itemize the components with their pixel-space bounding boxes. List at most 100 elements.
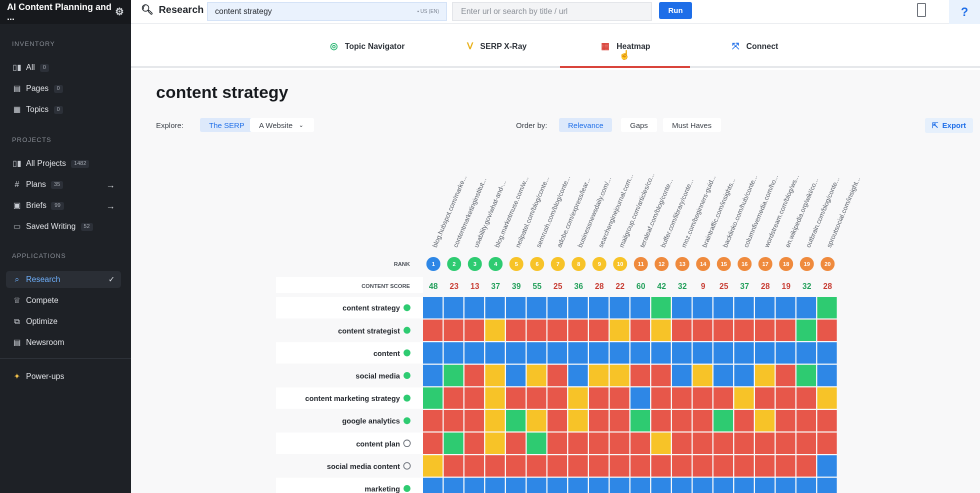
tab-serp-xray[interactable]: Ⅴ SERP X-Ray — [467, 36, 527, 56]
heatmap-cell[interactable] — [609, 477, 630, 493]
heatmap-cell[interactable] — [734, 319, 754, 341]
heatmap-cell[interactable] — [423, 342, 443, 364]
heatmap-cell[interactable] — [609, 455, 630, 477]
heatmap-cell[interactable] — [713, 432, 734, 454]
heatmap-cell[interactable] — [589, 387, 609, 409]
heatmap-cell[interactable] — [589, 432, 609, 454]
heatmap-cell[interactable] — [630, 364, 651, 387]
heatmap-cell[interactable] — [755, 342, 775, 364]
heatmap-cell[interactable] — [506, 455, 526, 477]
heatmap-cell[interactable] — [547, 342, 568, 364]
heatmap-cell[interactable] — [775, 387, 796, 409]
heatmap-cell[interactable] — [526, 387, 547, 409]
heatmap-cell[interactable] — [589, 342, 609, 364]
order-gaps-button[interactable]: Gaps — [621, 118, 657, 132]
heatmap-cell[interactable] — [796, 387, 817, 409]
heatmap-cell[interactable] — [651, 410, 671, 432]
heatmap-cell[interactable] — [443, 477, 464, 493]
heatmap-cell[interactable] — [423, 364, 443, 387]
tab-heatmap[interactable]: ▦ Heatmap — [601, 36, 650, 56]
heatmap-cell[interactable] — [464, 432, 485, 454]
heatmap-cell[interactable] — [568, 387, 588, 409]
heatmap-cell[interactable] — [672, 297, 692, 319]
keyword-value[interactable]: content strategy — [215, 7, 272, 16]
heatmap-cell[interactable] — [651, 477, 671, 493]
heatmap-cell[interactable] — [817, 297, 837, 319]
term-label[interactable]: content marketing strategy — [305, 394, 401, 403]
heatmap-cell[interactable] — [734, 387, 754, 409]
sidebar-item-all[interactable]: ▯▮ All 0 — [6, 59, 121, 76]
heatmap-cell[interactable] — [672, 342, 692, 364]
heatmap-cell[interactable] — [589, 455, 609, 477]
heatmap-cell[interactable] — [609, 432, 630, 454]
plus-icon[interactable] — [403, 394, 411, 402]
heatmap-cell[interactable] — [547, 364, 568, 387]
heatmap-cell[interactable] — [796, 477, 817, 493]
heatmap-cell[interactable] — [630, 410, 651, 432]
heatmap-cell[interactable] — [526, 342, 547, 364]
heatmap-cell[interactable] — [672, 432, 692, 454]
heatmap-cell[interactable] — [692, 387, 713, 409]
plus-icon[interactable] — [403, 326, 411, 334]
heatmap-cell[interactable] — [817, 410, 837, 432]
heatmap-cell[interactable] — [443, 297, 464, 319]
heatmap-cell[interactable] — [506, 342, 526, 364]
heatmap-cell[interactable] — [651, 319, 671, 341]
sidebar-item-powerups[interactable]: ✦ Power-ups — [6, 368, 121, 385]
heatmap-cell[interactable] — [526, 364, 547, 387]
sidebar-item-newsroom[interactable]: ▤ Newsroom — [6, 334, 121, 351]
heatmap-cell[interactable] — [464, 387, 485, 409]
heatmap-cell[interactable] — [464, 319, 485, 341]
run-button[interactable]: Run — [659, 2, 692, 19]
heatmap-cell[interactable] — [672, 455, 692, 477]
heatmap-cell[interactable] — [443, 364, 464, 387]
heatmap-cell[interactable] — [568, 364, 588, 387]
heatmap-cell[interactable] — [485, 432, 505, 454]
heatmap-cell[interactable] — [547, 477, 568, 493]
help-button[interactable]: ? — [949, 0, 980, 24]
heatmap-cell[interactable] — [775, 297, 796, 319]
heatmap-cell[interactable] — [713, 364, 734, 387]
sidebar-item-all-projects[interactable]: ▯▮ All Projects 1482 — [6, 155, 121, 172]
order-must-haves-button[interactable]: Must Haves — [663, 118, 721, 132]
locale-selector[interactable]: ▪ US (EN) — [417, 9, 439, 15]
arrow-right-icon[interactable]: → — [106, 200, 115, 211]
heatmap-cell[interactable] — [817, 455, 837, 477]
heatmap-cell[interactable] — [568, 319, 588, 341]
explore-website-dropdown[interactable]: A Website ⌄ — [250, 118, 314, 132]
heatmap-cell[interactable] — [547, 432, 568, 454]
heatmap-cell[interactable] — [485, 297, 505, 319]
sidebar-item-pages[interactable]: ▤ Pages 0 — [6, 80, 121, 97]
heatmap-cell[interactable] — [734, 432, 754, 454]
project-title[interactable]: AI Content Planning and ... — [7, 2, 112, 22]
heatmap-cell[interactable] — [526, 477, 547, 493]
heatmap-cell[interactable] — [672, 477, 692, 493]
heatmap-cell[interactable] — [547, 455, 568, 477]
heatmap-cell[interactable] — [609, 342, 630, 364]
heatmap-cell[interactable] — [734, 297, 754, 319]
heatmap-cell[interactable] — [775, 455, 796, 477]
heatmap-cell[interactable] — [506, 477, 526, 493]
heatmap-cell[interactable] — [734, 477, 754, 493]
heatmap-cell[interactable] — [713, 319, 734, 341]
heatmap-cell[interactable] — [443, 319, 464, 341]
heatmap-cell[interactable] — [692, 432, 713, 454]
heatmap-cell[interactable] — [630, 342, 651, 364]
heatmap-cell[interactable] — [464, 297, 485, 319]
heatmap-cell[interactable] — [589, 364, 609, 387]
heatmap-cell[interactable] — [630, 387, 651, 409]
heatmap-cell[interactable] — [485, 410, 505, 432]
heatmap-cell[interactable] — [609, 297, 630, 319]
heatmap-cell[interactable] — [796, 342, 817, 364]
term-label[interactable]: content strategy — [343, 304, 401, 313]
heatmap-cell[interactable] — [568, 297, 588, 319]
sidebar-item-compete[interactable]: ♕ Compete — [6, 292, 121, 309]
heatmap-cell[interactable] — [692, 297, 713, 319]
heatmap-cell[interactable] — [651, 364, 671, 387]
sidebar-item-topics[interactable]: ▦ Topics 0 — [6, 101, 121, 118]
heatmap-cell[interactable] — [609, 364, 630, 387]
heatmap-cell[interactable] — [775, 432, 796, 454]
heatmap-cell[interactable] — [713, 342, 734, 364]
heatmap-cell[interactable] — [672, 387, 692, 409]
heatmap-cell[interactable] — [547, 387, 568, 409]
